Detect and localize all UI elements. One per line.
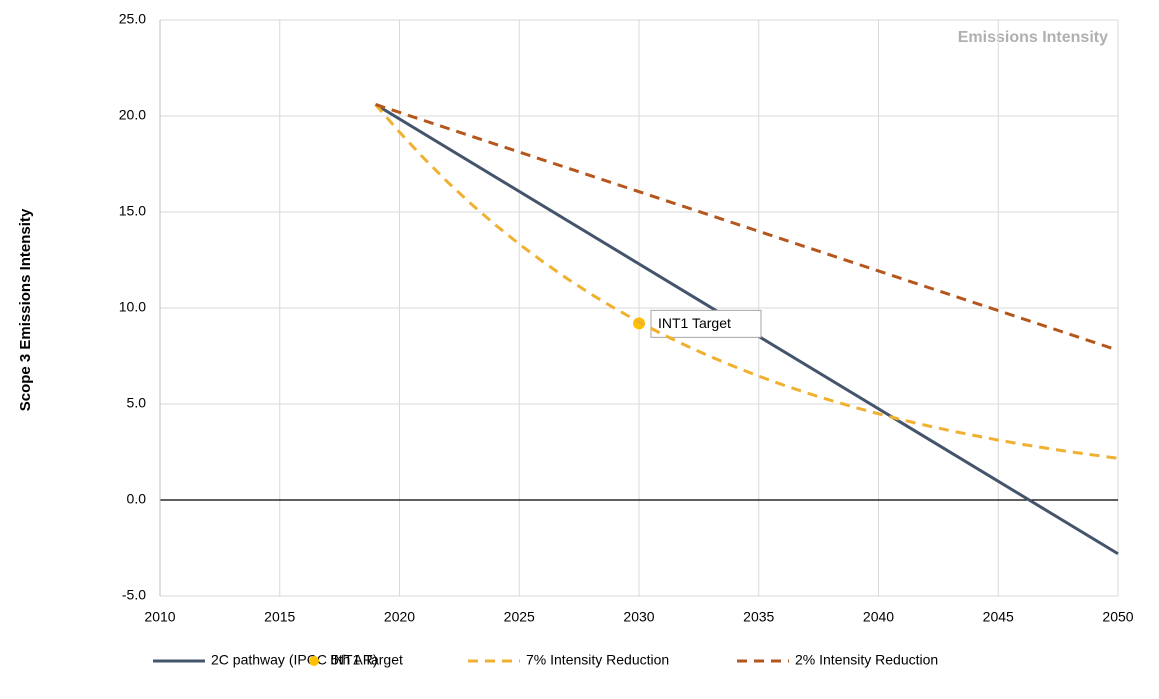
x-tick-label: 2010 xyxy=(144,609,175,625)
x-tick-label: 2020 xyxy=(384,609,415,625)
x-tick-label: 2025 xyxy=(504,609,535,625)
x-tick-label: 2040 xyxy=(863,609,894,625)
legend-label: 7% Intensity Reduction xyxy=(526,652,669,668)
legend-label: INT1 Target xyxy=(330,652,403,668)
x-tick-label: 2030 xyxy=(623,609,654,625)
y-axis-label: Scope 3 Emissions Intensity xyxy=(17,208,34,411)
y-tick-label: 15.0 xyxy=(119,203,146,219)
y-tick-label: 20.0 xyxy=(119,107,146,123)
x-tick-label: 2015 xyxy=(264,609,295,625)
legend-marker xyxy=(309,656,319,666)
series-line xyxy=(374,103,1119,460)
y-tick-label: 10.0 xyxy=(119,299,146,315)
legend-label: 2% Intensity Reduction xyxy=(795,652,938,668)
series-line xyxy=(375,103,1119,352)
chart-title: Emissions Intensity xyxy=(958,29,1108,46)
x-tick-label: 2045 xyxy=(983,609,1014,625)
annotation: INT1 Target xyxy=(658,315,731,331)
y-tick-label: 5.0 xyxy=(127,395,147,411)
x-tick-label: 2035 xyxy=(743,609,774,625)
y-tick-label: 25.0 xyxy=(119,11,146,27)
annotation-box xyxy=(650,309,762,338)
y-tick-label: 0.0 xyxy=(127,491,147,507)
legend-label: 2C pathway (IPCC 5th AR) xyxy=(211,652,378,668)
y-tick-label: -5.0 xyxy=(122,587,146,603)
x-tick-label: 2050 xyxy=(1102,609,1133,625)
